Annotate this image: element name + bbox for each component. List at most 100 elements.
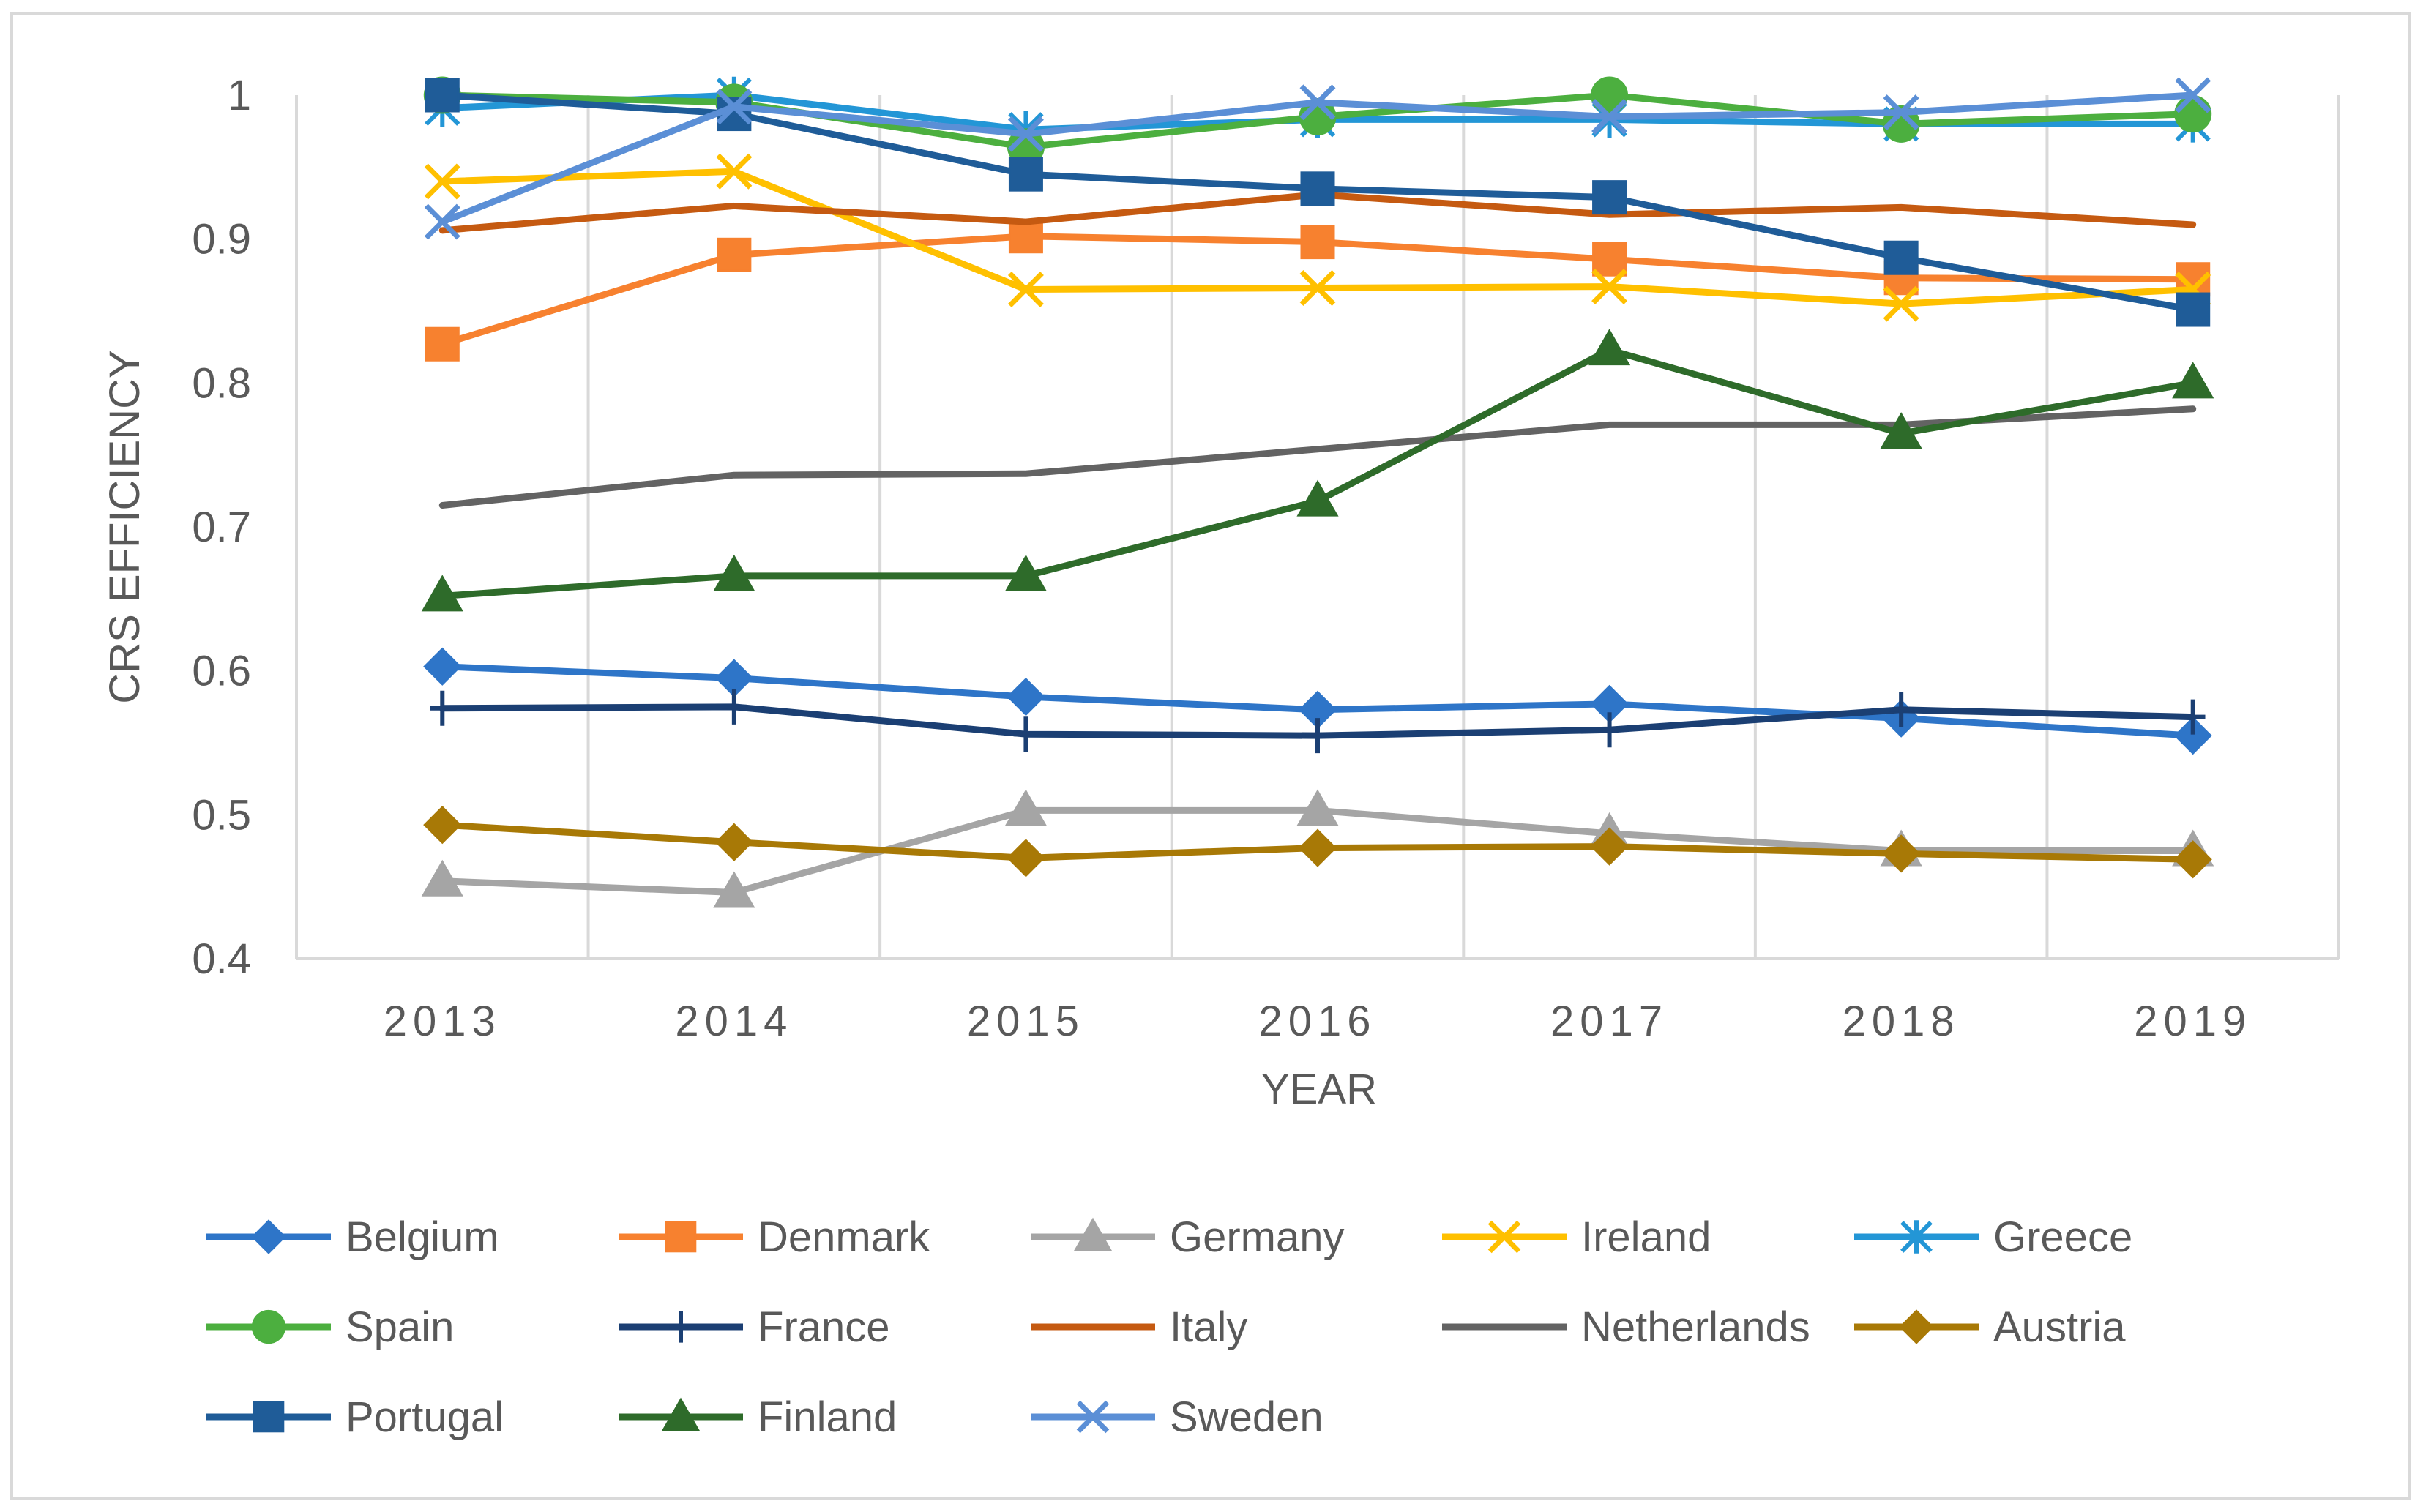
legend-item-sweden: Sweden xyxy=(1031,1393,1323,1441)
legend-label-belgium: Belgium xyxy=(346,1213,499,1261)
x-tick-label: 2014 xyxy=(675,998,793,1045)
data-point-germany-2016 xyxy=(1296,789,1339,826)
y-tick-labels: 0.4 0.5 0.6 0.7 0.8 0.9 1 xyxy=(192,72,251,983)
legend-marker-belgium xyxy=(251,1219,286,1254)
data-point-portugal-2015 xyxy=(1008,157,1043,192)
x-axis-title: YEAR xyxy=(1261,1066,1377,1113)
legend: Belgium Denmark Germany Ireland Greece Spain F… xyxy=(206,1213,2132,1441)
legend-label-france: France xyxy=(758,1303,890,1351)
legend-label-finland: Finland xyxy=(758,1393,897,1441)
y-tick-label: 0.7 xyxy=(192,504,251,551)
data-point-france-2019 xyxy=(2180,699,2206,735)
series-austria xyxy=(423,805,2212,879)
data-point-portugal-2013 xyxy=(425,78,460,113)
series-denmark xyxy=(425,219,2211,362)
data-point-france-2014 xyxy=(722,689,747,725)
x-tick-label: 2013 xyxy=(384,998,501,1045)
data-point-finland-2016 xyxy=(1296,479,1339,517)
x-tick-label: 2016 xyxy=(1258,998,1376,1045)
legend-marker-ireland xyxy=(1487,1220,1521,1254)
legend-marker-portugal xyxy=(253,1401,285,1433)
legend-item-ireland: Ireland xyxy=(1442,1213,1711,1261)
data-point-sweden-2019 xyxy=(2175,77,2211,113)
y-tick-label: 1 xyxy=(228,72,251,119)
data-point-denmark-2016 xyxy=(1300,225,1335,260)
legend-label-greece: Greece xyxy=(1993,1213,2132,1261)
data-point-sweden-2013 xyxy=(424,203,460,240)
legend-marker-france xyxy=(669,1311,692,1343)
data-point-portugal-2017 xyxy=(1592,180,1627,215)
legend-item-finland: Finland xyxy=(619,1393,897,1441)
data-point-france-2016 xyxy=(1305,718,1330,754)
data-point-finland-2014 xyxy=(713,554,755,591)
data-point-spain-2019 xyxy=(2174,95,2212,133)
data-point-ireland-2017 xyxy=(1591,269,1628,305)
data-point-ireland-2015 xyxy=(1007,272,1044,307)
series-sweden xyxy=(424,77,2211,240)
data-point-finland-2015 xyxy=(1004,554,1048,591)
legend-item-italy: Italy xyxy=(1031,1303,1247,1351)
data-point-denmark-2017 xyxy=(1592,242,1627,277)
data-point-sweden-2018 xyxy=(1883,94,1919,131)
legend-marker-denmark xyxy=(665,1221,697,1253)
data-point-austria-2013 xyxy=(423,805,462,845)
legend-label-ireland: Ireland xyxy=(1581,1213,1711,1261)
data-point-denmark-2013 xyxy=(425,326,460,362)
legend-marker-finland xyxy=(662,1397,700,1431)
data-point-portugal-2018 xyxy=(1883,240,1919,275)
x-tick-labels: 2013 2014 2015 2016 2017 2018 2019 xyxy=(384,998,2246,1045)
data-point-ireland-2013 xyxy=(424,163,460,200)
data-point-portugal-2019 xyxy=(2176,292,2211,327)
data-point-austria-2015 xyxy=(1007,839,1045,877)
data-point-germany-2013 xyxy=(421,859,463,897)
series-france xyxy=(430,689,2206,754)
data-point-finland-2018 xyxy=(1880,412,1922,449)
chart-frame xyxy=(10,12,2411,1500)
legend-marker-sweden xyxy=(1076,1400,1110,1434)
series-lines xyxy=(421,76,2214,908)
legend-label-spain: Spain xyxy=(346,1303,454,1351)
legend-label-germany: Germany xyxy=(1170,1213,1345,1261)
legend-item-austria: Austria xyxy=(1854,1303,2126,1351)
legend-label-sweden: Sweden xyxy=(1170,1393,1323,1441)
legend-label-portugal: Portugal xyxy=(346,1393,504,1441)
data-point-denmark-2015 xyxy=(1008,219,1043,254)
data-point-austria-2016 xyxy=(1298,828,1337,867)
legend-label-denmark: Denmark xyxy=(758,1213,930,1261)
legend-item-denmark: Denmark xyxy=(619,1213,930,1261)
data-point-france-2015 xyxy=(1013,716,1039,752)
data-point-belgium-2019 xyxy=(2173,716,2212,755)
data-point-france-2013 xyxy=(430,690,455,726)
x-tick-label: 2018 xyxy=(1843,998,1960,1045)
data-point-austria-2018 xyxy=(1882,834,1921,873)
data-point-sweden-2017 xyxy=(1591,99,1628,135)
legend-label-italy: Italy xyxy=(1170,1303,1247,1351)
y-tick-label: 0.4 xyxy=(192,935,251,983)
axes xyxy=(295,95,2339,960)
legend-marker-germany xyxy=(1074,1217,1112,1251)
y-tick-label: 0.6 xyxy=(192,648,251,695)
data-point-austria-2014 xyxy=(714,823,753,861)
data-point-denmark-2014 xyxy=(717,237,752,272)
data-point-finland-2019 xyxy=(2172,362,2214,399)
legend-marker-greece xyxy=(1900,1220,1933,1254)
legend-marker-spain xyxy=(251,1309,286,1344)
legend-label-austria: Austria xyxy=(1993,1303,2126,1351)
data-point-ireland-2018 xyxy=(1883,285,1919,322)
legend-item-belgium: Belgium xyxy=(206,1213,499,1261)
legend-marker-austria xyxy=(1899,1309,1934,1344)
legend-item-spain: Spain xyxy=(206,1303,454,1351)
data-point-ireland-2014 xyxy=(716,153,753,190)
y-tick-label: 0.8 xyxy=(192,359,251,407)
data-point-germany-2015 xyxy=(1004,789,1048,826)
data-point-austria-2019 xyxy=(2173,840,2212,879)
legend-item-germany: Germany xyxy=(1031,1213,1345,1261)
data-point-portugal-2016 xyxy=(1300,171,1335,206)
series-finland xyxy=(421,329,2214,612)
y-tick-label: 0.5 xyxy=(192,791,251,839)
y-tick-label: 0.9 xyxy=(192,216,251,263)
data-point-germany-2014 xyxy=(713,871,755,908)
data-point-sweden-2015 xyxy=(1007,116,1044,152)
data-point-finland-2013 xyxy=(421,575,463,612)
